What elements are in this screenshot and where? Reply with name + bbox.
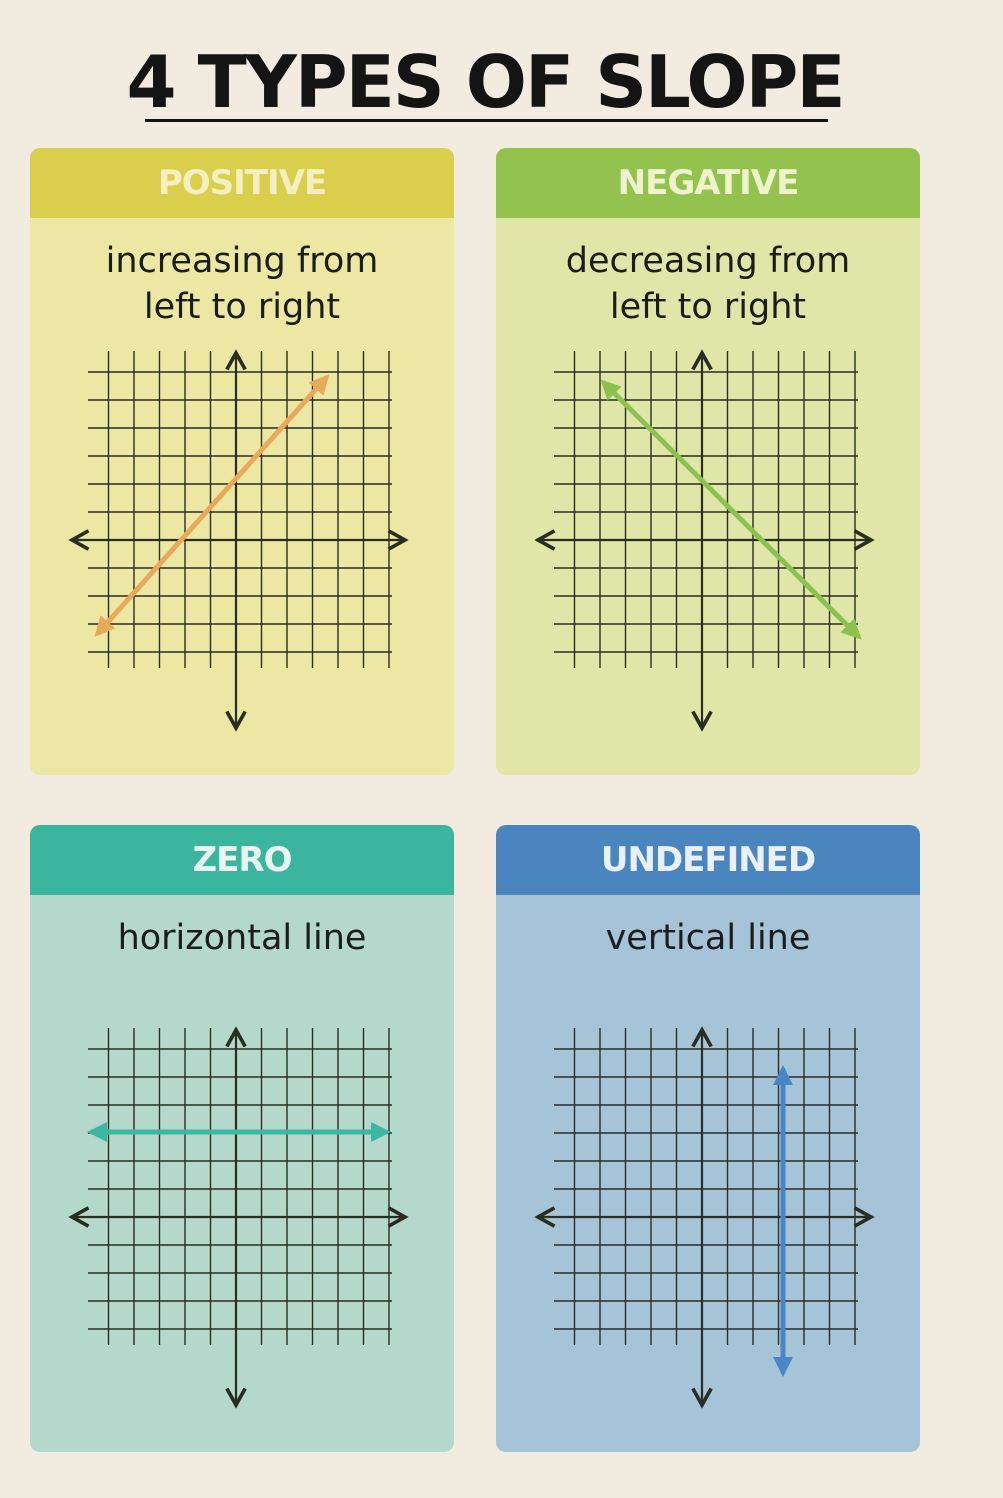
title-underline [145, 119, 828, 122]
coordinate-graph-positive [30, 333, 454, 733]
description-line-1: decreasing from [565, 241, 851, 281]
description-line-1: vertical line [605, 918, 811, 958]
card-header-positive: POSITIVE [30, 148, 454, 218]
slope-line-negative [600, 379, 862, 640]
card-description-undefined: vertical line [496, 915, 920, 961]
description-line-1: horizontal line [117, 918, 367, 958]
card-undefined-slope: UNDEFINED vertical line [496, 825, 920, 1452]
card-negative-slope: NEGATIVE decreasing from left to right [496, 148, 920, 775]
description-line-2: left to right [143, 287, 341, 327]
card-positive-slope: POSITIVE increasing from left to right [30, 148, 454, 775]
slope-line-positive [94, 374, 330, 637]
card-description-negative: decreasing from left to right [496, 238, 920, 330]
description-line-1: increasing from [105, 241, 379, 281]
description-line-2: left to right [609, 287, 807, 327]
card-header-undefined: UNDEFINED [496, 825, 920, 895]
card-header-zero: ZERO [30, 825, 454, 895]
card-description-positive: increasing from left to right [30, 238, 454, 330]
card-header-negative: NEGATIVE [496, 148, 920, 218]
card-zero-slope: ZERO horizontal line [30, 825, 454, 1452]
card-description-zero: horizontal line [30, 915, 454, 961]
coordinate-graph-undefined [496, 1010, 920, 1410]
coordinate-graph-zero [30, 1010, 454, 1410]
coordinate-graph-negative [496, 333, 920, 733]
page-title: 4 TYPES OF SLOPE [126, 40, 845, 124]
